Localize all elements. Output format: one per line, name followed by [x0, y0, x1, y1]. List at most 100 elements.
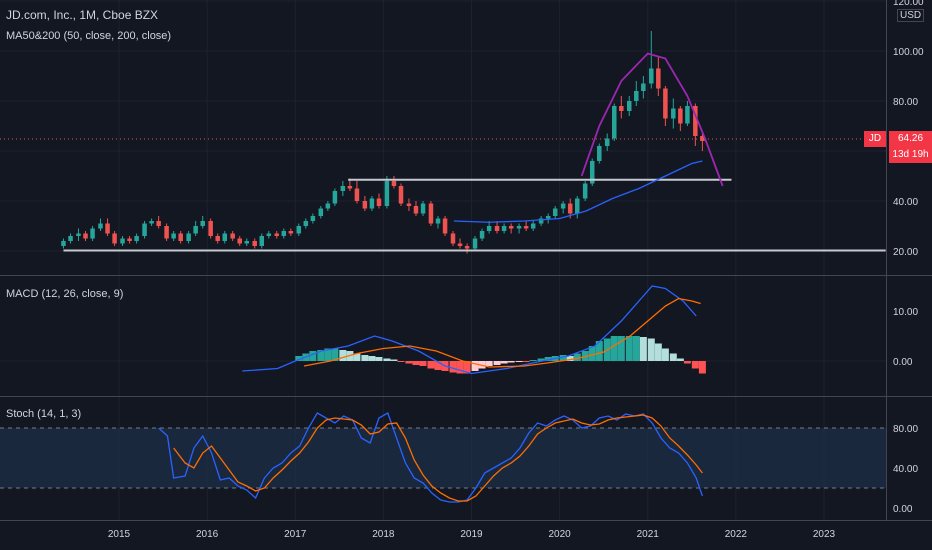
candle-body: [516, 226, 522, 229]
signal-line: [303, 297, 701, 368]
candle-body: [347, 186, 353, 189]
candle-body: [288, 231, 294, 234]
candle-body: [619, 106, 624, 111]
price-tick-label: 40.00: [893, 197, 918, 208]
macd-hist-bar: [456, 361, 464, 374]
candle-body: [90, 228, 95, 239]
price-tick-label: 120.00: [893, 0, 924, 8]
candle-body: [649, 68, 654, 84]
candle-body: [266, 233, 272, 236]
macd-hist-bar: [625, 336, 633, 361]
macd-hist-bar: [463, 361, 471, 374]
candle-body: [450, 233, 456, 244]
candle-body: [200, 221, 205, 226]
macd-hist-bar: [515, 361, 523, 362]
candle-body: [259, 236, 265, 246]
candle-body: [501, 226, 507, 231]
stoch-d-line: [173, 414, 703, 502]
x-tick-label: 2018: [372, 529, 395, 540]
macd-tick-label: 10.00: [893, 307, 918, 318]
macd-hist-bar: [390, 359, 398, 361]
candle-body: [634, 91, 639, 101]
candle-body: [589, 161, 595, 184]
bar-countdown: 13d 19h: [892, 149, 929, 160]
macd-hist-bar: [544, 357, 552, 361]
candle-body: [134, 236, 139, 241]
macd-hist-bar: [661, 348, 669, 361]
candle-body: [186, 233, 191, 241]
candle-body: [530, 223, 536, 229]
candle-body: [310, 216, 316, 221]
candle-body: [61, 241, 66, 246]
candle-body: [318, 208, 324, 216]
x-tick-label: 2021: [637, 529, 660, 540]
macd-hist-bar: [507, 361, 515, 363]
macd-hist-bar: [588, 346, 596, 361]
macd-hist-bar: [493, 361, 501, 365]
candle-body: [678, 108, 683, 124]
macd-hist-bar: [522, 361, 530, 362]
macd-hist-bar: [295, 356, 303, 361]
candle-body: [178, 233, 183, 241]
currency-badge[interactable]: USD: [897, 9, 925, 22]
candle-body: [479, 231, 485, 239]
stoch-legend: Stoch (14, 1, 3): [6, 408, 82, 420]
macd-hist-bar: [419, 361, 427, 366]
macd-hist-bar: [485, 361, 493, 366]
candle-body: [435, 218, 441, 224]
macd-hist-bar: [500, 361, 508, 364]
macd-hist-bar: [412, 361, 420, 365]
macd-hist-bar: [647, 338, 655, 361]
candle-body: [420, 203, 426, 214]
macd-hist-bar: [632, 336, 640, 361]
candle-body: [486, 226, 492, 231]
arc-curve: [580, 52, 724, 187]
x-tick-label: 2017: [284, 529, 307, 540]
candle-body: [612, 106, 617, 139]
macd-hist-bar: [375, 357, 383, 361]
candle-body: [98, 223, 103, 229]
candle-body: [413, 206, 419, 214]
candle-body: [68, 236, 73, 241]
macd-hist-bar: [383, 358, 391, 361]
candle-body: [656, 68, 661, 89]
macd-tick-label: 0.00: [893, 357, 913, 368]
stoch-tick-label: 80.00: [893, 424, 918, 435]
macd-hist-bar: [471, 361, 479, 371]
ma-legend: MA50&200 (50, close, 200, close): [6, 30, 172, 42]
price-tick-label: 100.00: [893, 47, 924, 58]
candle-body: [252, 241, 257, 246]
macd-hist-bar: [698, 361, 706, 374]
candle-body: [354, 188, 360, 201]
candle-body: [156, 221, 161, 226]
candle-body: [391, 181, 397, 186]
price-tick-label: 80.00: [893, 97, 918, 108]
macd-hist-bar: [361, 355, 369, 361]
candle-body: [560, 203, 566, 209]
macd-hist-bar: [449, 361, 457, 373]
macd-hist-bar: [368, 356, 376, 361]
candle-body: [545, 216, 551, 219]
last-price: 64.26: [897, 133, 924, 144]
symbol-tag: JD: [864, 131, 886, 147]
candle-body: [376, 198, 382, 206]
candle-body: [274, 233, 279, 236]
chart-title: JD.com, Inc., 1M, Cboe BZX: [6, 8, 159, 22]
candle-body: [663, 88, 668, 119]
candle-body: [685, 106, 690, 124]
candle-body: [325, 203, 331, 209]
macd-hist-bar: [317, 350, 325, 361]
candle-body: [164, 226, 169, 239]
candle-body: [700, 136, 705, 141]
macd-hist-bar: [566, 356, 574, 361]
candle-body: [112, 233, 117, 244]
macd-hist-bar: [669, 353, 677, 361]
macd-hist-bar: [639, 337, 647, 361]
macd-hist-bar: [353, 353, 361, 361]
macd-hist-bar: [324, 348, 332, 361]
candle-body: [641, 83, 646, 91]
x-tick-label: 2019: [460, 529, 483, 540]
candle-body: [464, 246, 470, 249]
macd-legend: MACD (12, 26, close, 9): [6, 288, 124, 300]
